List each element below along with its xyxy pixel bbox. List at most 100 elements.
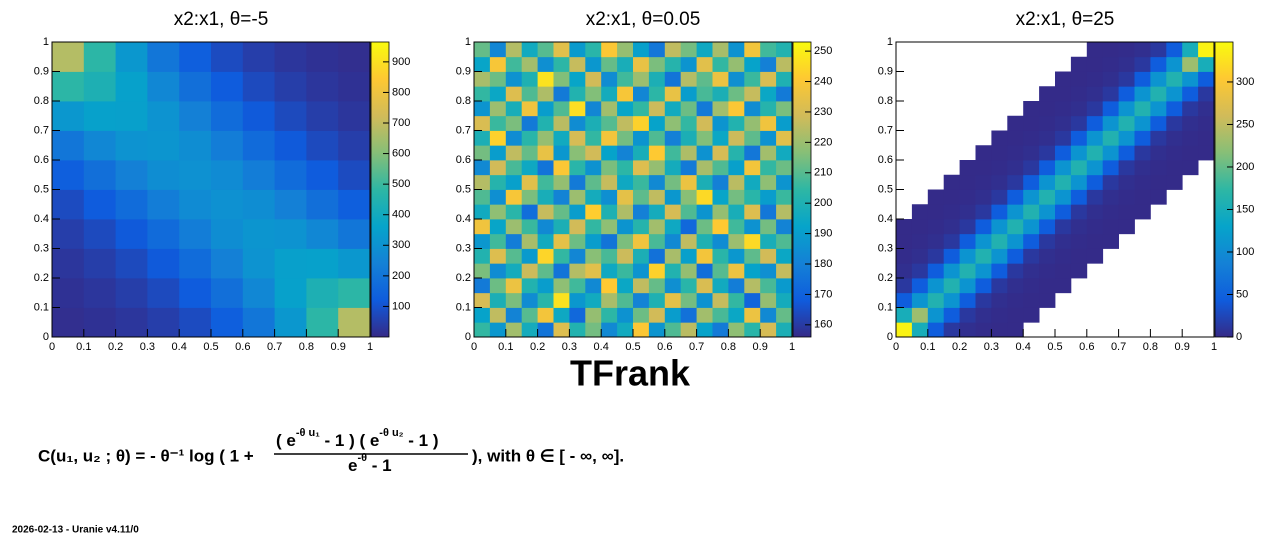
heat-cell <box>115 130 148 161</box>
heat-cell <box>776 86 793 102</box>
heat-cell <box>760 219 777 235</box>
heat-cell <box>1182 175 1198 190</box>
heat-cell <box>115 101 148 131</box>
heat-cell <box>912 101 928 116</box>
heat-cell <box>1070 101 1088 117</box>
heat-cell <box>505 42 523 58</box>
heat-cell <box>1086 115 1104 131</box>
heat-cell <box>712 189 729 205</box>
z-tick-label: 300 <box>392 239 410 251</box>
heat-cell <box>1071 42 1087 57</box>
heat-cell <box>179 71 212 102</box>
heat-cell <box>728 86 745 102</box>
heat-cell <box>712 233 729 249</box>
heat-cell <box>633 42 650 58</box>
heat-cell <box>585 204 602 220</box>
heat-cell <box>728 189 745 205</box>
heat-cell <box>744 71 761 87</box>
heat-cell <box>1086 204 1104 220</box>
heat-cell <box>896 72 912 87</box>
heat-cell <box>474 160 491 176</box>
heat-cell <box>1166 160 1183 176</box>
heat-cell <box>521 233 538 249</box>
heat-cell <box>1086 71 1104 87</box>
y-tick-label: 0.3 <box>34 242 49 254</box>
heat-cell <box>1182 101 1199 117</box>
heat-cell <box>648 130 666 146</box>
heat-cell <box>1182 145 1199 161</box>
heat-cell <box>696 219 713 235</box>
heat-cell <box>1166 263 1182 278</box>
heat-cell <box>760 160 777 176</box>
heat-cell <box>489 101 507 117</box>
heat-cell <box>960 72 976 87</box>
heat-cell <box>1070 160 1088 176</box>
heat-cell <box>52 101 85 131</box>
heat-cell <box>1198 145 1215 161</box>
heat-cell <box>943 219 960 235</box>
heat-cell <box>744 56 761 72</box>
z-tick-label: 300 <box>1236 76 1254 88</box>
heat-cell <box>744 219 761 235</box>
heat-cell <box>179 160 212 190</box>
heat-cell <box>712 219 729 235</box>
heat-cell <box>1150 174 1167 190</box>
x-tick-label: 0.3 <box>562 341 577 353</box>
heat-cell <box>147 42 180 72</box>
heat-cell <box>896 160 912 175</box>
heat-cell <box>489 189 507 205</box>
heat-cell <box>569 204 586 220</box>
y-tick-label: 0.6 <box>456 154 471 166</box>
heat-cell <box>1023 115 1040 131</box>
heat-cell <box>991 174 1008 190</box>
heat-cell <box>776 56 793 72</box>
heat-cell <box>569 233 586 249</box>
heat-cell <box>944 72 960 87</box>
heat-cell <box>1135 249 1151 264</box>
heat-cell <box>474 204 491 220</box>
heat-cell <box>1055 174 1072 190</box>
heat-cell <box>896 204 912 219</box>
heat-cell <box>712 263 729 279</box>
heat-cell <box>274 278 307 308</box>
heat-cell <box>1023 292 1040 308</box>
heat-cell <box>991 248 1008 264</box>
heat-cell <box>1023 145 1040 161</box>
heat-cell <box>474 292 491 308</box>
heat-cell <box>959 219 976 235</box>
heat-cell <box>617 160 634 176</box>
heat-cell <box>1007 160 1024 176</box>
heat-cell <box>521 160 538 176</box>
heat-cell <box>728 292 745 308</box>
heat-cell <box>975 174 992 190</box>
heat-cell <box>1007 189 1024 205</box>
heat-cell <box>712 248 729 264</box>
x-tick-label: 0.2 <box>108 341 123 353</box>
heat-cell <box>537 204 554 220</box>
heat-cell <box>569 248 586 264</box>
heat-cell <box>489 160 507 176</box>
heat-cell <box>991 307 1008 323</box>
heat-cell <box>1198 308 1214 323</box>
heat-cell <box>1150 204 1166 219</box>
heat-cell <box>911 263 929 279</box>
heat-cell <box>1102 174 1119 190</box>
heat-cell <box>760 322 777 338</box>
heat-cell <box>744 248 761 264</box>
heat-cell <box>633 174 650 190</box>
heat-cell <box>1103 308 1119 323</box>
heat-cell <box>1198 42 1215 58</box>
heat-cell <box>728 56 745 72</box>
heat-cell <box>1134 71 1151 87</box>
heat-cell <box>601 248 618 264</box>
heat-cell <box>927 204 945 220</box>
heat-cell <box>537 145 554 161</box>
heat-cell <box>664 322 682 338</box>
heat-cell <box>1182 71 1199 87</box>
heat-cell <box>569 263 586 279</box>
heat-cell <box>959 307 976 323</box>
z-tick-label: 160 <box>814 319 832 331</box>
heat-cell <box>943 248 960 264</box>
superscript: -θ u₁ <box>296 427 320 439</box>
formula-text: - 1 ) <box>404 431 439 450</box>
